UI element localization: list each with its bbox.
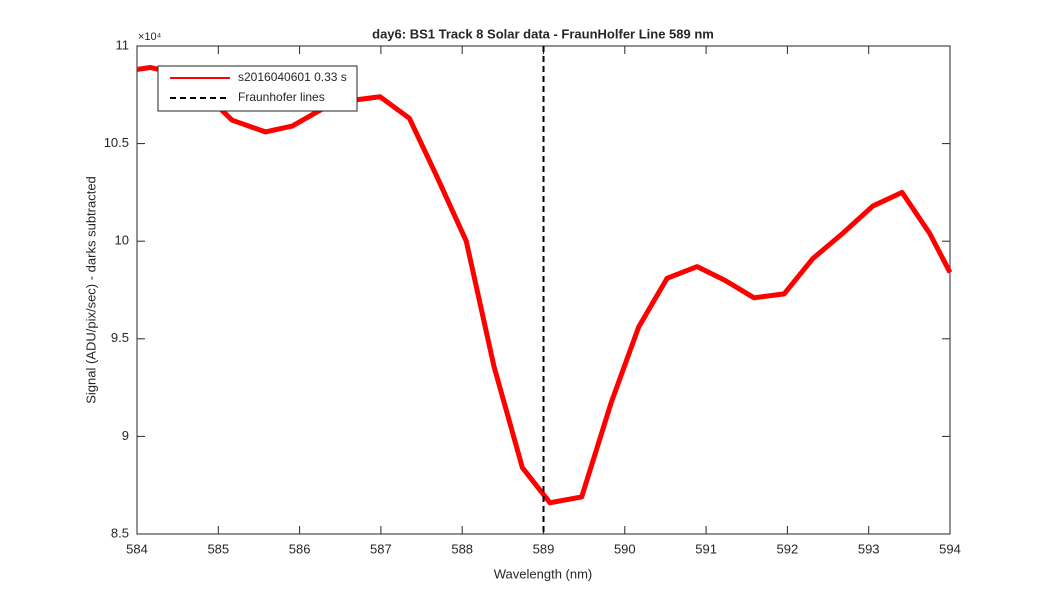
legend-box xyxy=(157,65,358,112)
legend-label: s2016040601 0.33 s xyxy=(238,70,347,84)
y-tick-label: 10 xyxy=(115,233,129,248)
x-tick-label: 586 xyxy=(289,541,311,556)
x-tick-label: 592 xyxy=(777,541,799,556)
legend-label: Fraunhofer lines xyxy=(238,90,325,104)
x-tick-label: 590 xyxy=(614,541,636,556)
y-axis-label: Signal (ADU/pix/sec) - darks subtracted xyxy=(83,176,98,404)
x-tick-label: 593 xyxy=(858,541,880,556)
x-tick-label: 587 xyxy=(370,541,392,556)
data-line xyxy=(136,64,953,506)
y-tick-label: 11 xyxy=(116,37,130,52)
y-tick-label: 9 xyxy=(122,428,129,443)
x-tick-label: 588 xyxy=(451,541,473,556)
x-tick-label: 589 xyxy=(533,541,555,556)
chart-title: day6: BS1 Track 8 Solar data - FraunHolf… xyxy=(372,26,714,41)
x-tick-label: 585 xyxy=(207,541,229,556)
y-tick-label: 10.5 xyxy=(104,135,129,150)
y-tick-label: 8.5 xyxy=(111,525,129,540)
y-tick-label: 9.5 xyxy=(111,330,129,345)
x-tick-label: 591 xyxy=(695,541,717,556)
x-tick-label: 594 xyxy=(939,541,961,556)
x-axis-label: Wavelength (nm) xyxy=(494,566,593,581)
y-multiplier: ×10⁴ xyxy=(138,31,162,43)
x-tick-label: 584 xyxy=(126,541,148,556)
